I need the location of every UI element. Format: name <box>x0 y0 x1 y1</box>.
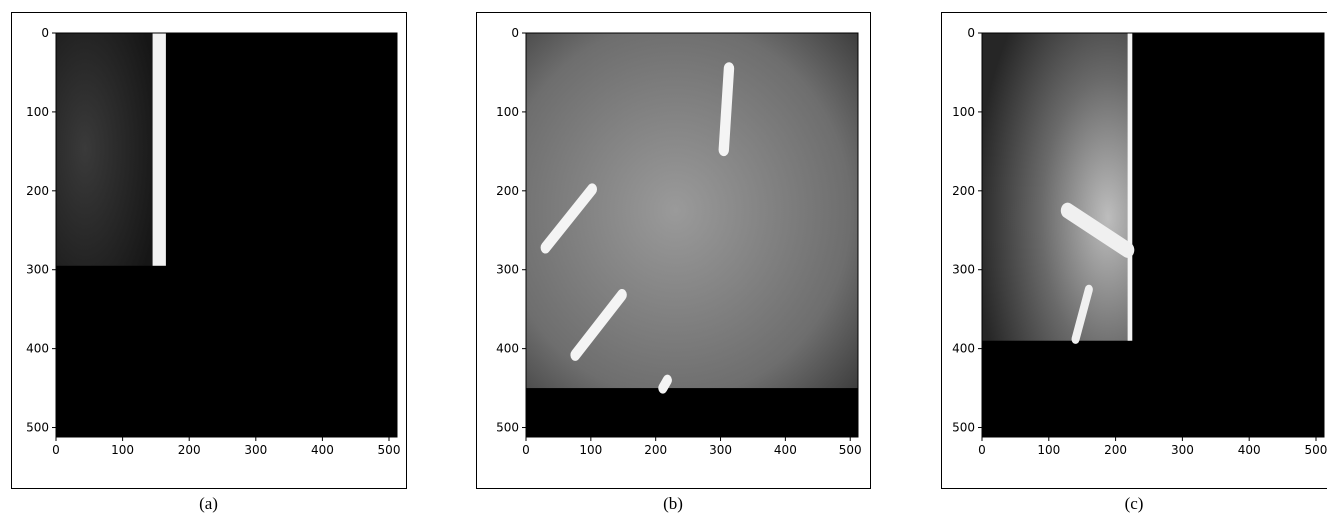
x-tick-label: 100 <box>1037 443 1060 457</box>
x-tick-label: 300 <box>244 443 267 457</box>
y-tick-label: 200 <box>26 184 49 198</box>
x-tick-label: 400 <box>774 443 797 457</box>
panel-label: (b) <box>663 494 683 513</box>
panel-frame <box>476 12 871 489</box>
y-tick-label: 0 <box>41 26 49 40</box>
x-tick-label: 500 <box>839 443 862 457</box>
image-b <box>526 33 858 437</box>
y-tick-label: 300 <box>952 263 975 277</box>
y-tick-label: 200 <box>496 184 519 198</box>
image-c <box>982 33 1324 437</box>
y-tick-label: 400 <box>496 342 519 356</box>
panel-frame <box>11 12 407 489</box>
x-tick-label: 100 <box>111 443 134 457</box>
x-tick-label: 400 <box>1238 443 1261 457</box>
x-tick-label: 200 <box>178 443 201 457</box>
x-tick-label: 300 <box>1171 443 1194 457</box>
x-tick-label: 200 <box>644 443 667 457</box>
panel-label: (a) <box>199 494 218 513</box>
x-tick-label: 0 <box>52 443 60 457</box>
x-tick-label: 500 <box>1305 443 1327 457</box>
y-tick-label: 400 <box>26 342 49 356</box>
x-tick-label: 0 <box>978 443 986 457</box>
y-tick-label: 500 <box>952 421 975 435</box>
panel-frame <box>941 12 1327 489</box>
y-tick-label: 400 <box>952 342 975 356</box>
y-tick-label: 300 <box>496 263 519 277</box>
y-tick-label: 0 <box>967 26 975 40</box>
y-tick-label: 100 <box>496 105 519 119</box>
x-tick-label: 0 <box>522 443 530 457</box>
axes-spine <box>55 32 398 438</box>
y-tick-label: 100 <box>952 105 975 119</box>
y-tick-label: 300 <box>26 263 49 277</box>
panel-label: (c) <box>1125 494 1144 513</box>
y-tick-label: 500 <box>496 421 519 435</box>
x-tick-label: 500 <box>378 443 401 457</box>
y-tick-label: 200 <box>952 184 975 198</box>
x-tick-label: 300 <box>709 443 732 457</box>
x-tick-label: 200 <box>1104 443 1127 457</box>
axes-spine <box>525 32 859 438</box>
x-tick-label: 100 <box>579 443 602 457</box>
y-tick-label: 0 <box>511 26 519 40</box>
x-tick-label: 400 <box>311 443 334 457</box>
image-a <box>56 33 397 437</box>
y-tick-label: 500 <box>26 421 49 435</box>
y-tick-label: 100 <box>26 105 49 119</box>
axes-spine <box>981 32 1325 438</box>
